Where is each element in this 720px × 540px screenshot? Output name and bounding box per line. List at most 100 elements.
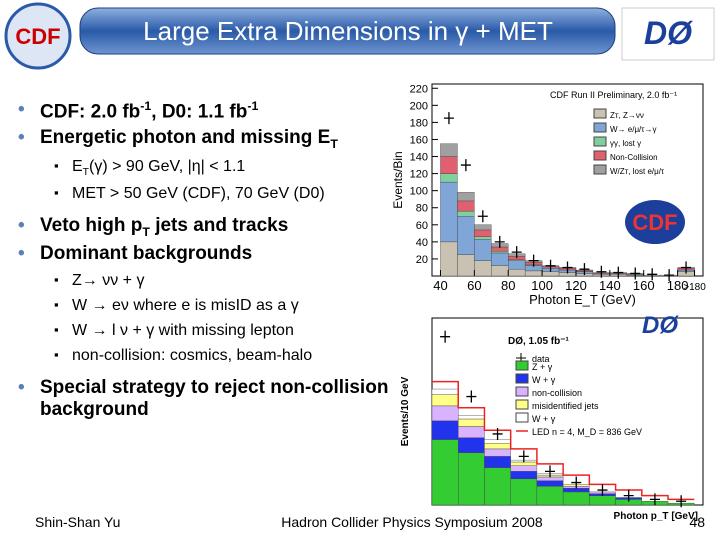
hist-bar [458,452,485,506]
data-point [440,330,451,343]
page-number: 48 [689,514,705,530]
legend-swatch [515,360,529,371]
data-point [681,261,692,274]
hist-bar [491,251,509,254]
bullet-list: CDF: 2.0 fb-1, D0: 1.1 fb-1Energetic pho… [10,95,390,425]
x-tick-label: 100 [531,278,553,293]
data-point [443,112,454,125]
bullet-text: MET > 50 GeV (CDF), 70 GeV (D0) [72,185,325,203]
hist-bar [562,487,590,493]
data-point [562,261,573,274]
logo-left-text: CDF [15,24,60,49]
bullet-text: -1 [247,99,259,113]
hist-bar [458,415,485,420]
bullet-text: E [72,158,83,176]
hist-bar [431,405,459,422]
y-tick-label: 140 [410,152,428,164]
data-point [466,390,477,403]
bullet-text: W → eν where e is misID as a γ [72,297,299,315]
legend-label: W/Zᴛ, lost e/μ/τ [610,167,665,176]
data-point [571,476,582,489]
bullet: MET > 50 GeV (CDF), 70 GeV (D0) [54,185,390,203]
hist-bar [440,143,458,157]
cdf-plot-logo-text: CDF [632,210,677,235]
bullet: non-collision: cosmics, beam-halo [54,347,390,365]
bullet-text: Dominant backgrounds [40,243,253,265]
hist-bar [474,239,492,261]
hist-bar [510,465,538,472]
hist-bar [484,439,511,444]
hist-bar [458,418,485,427]
legend-label: LED n = 4, M_D = 836 GeV [532,427,642,437]
hist-bar [536,486,564,506]
hist-bar [536,476,564,481]
data-point [518,450,529,463]
bullet-text: Z→ νν + γ [72,272,145,290]
legend-swatch [593,164,607,175]
hist-bar [536,480,564,487]
y-tick-label: 100 [410,186,428,198]
bullet: Special strategy to reject non-collision… [18,377,390,421]
bullet-text: T [330,137,338,152]
y-tick-label: 40 [416,237,428,249]
hist-bar [484,443,511,450]
logo-left [4,2,72,70]
bullet: Z→ νν + γ [54,272,390,290]
y-tick-label: 220 [410,83,428,95]
legend-label: Zᴛ, Z→νν [610,111,644,120]
logo-right [621,7,715,61]
hist-bar [431,420,459,440]
legend-swatch [515,373,529,384]
hist-bar [431,388,459,395]
legend-label: Non-Collision [610,153,658,162]
y-tick-label: 180 [410,117,428,129]
legend-swatch [515,399,529,410]
hist-bar [440,156,458,174]
hist-bar [484,456,511,468]
hist-bar [508,260,526,270]
bullet-text: non-collision: cosmics, beam-halo [72,347,313,365]
legend-swatch [593,108,607,119]
cdf-plot-logo [625,200,685,244]
hist-bar [457,216,475,255]
data-point [630,267,641,280]
hist-bar [440,173,458,183]
hist-bar [524,270,543,277]
data-point [579,263,590,276]
x-tick-label: 40 [433,278,447,293]
legend-swatch [515,412,529,423]
bullet: Energetic photon and missing ET [18,127,390,152]
hist-bar [484,448,511,457]
x-axis-label: Photon p_T [GeV] [614,511,698,522]
logo-right-text: DØ [644,15,693,51]
hist-bar [484,467,511,506]
y-tick-label: 20 [416,254,428,266]
hist-bar [457,254,475,277]
data-point [664,269,675,282]
data-point [596,265,607,278]
hist-bar [510,471,538,480]
x-tick-label: >180 [683,282,706,293]
data-point [545,259,556,272]
bullet-text: (γ) > 90 GeV, |η| < 1.1 [89,158,246,176]
slide-title: Large Extra Dimensions in γ + MET [143,16,553,46]
x-tick-label: 120 [565,278,587,293]
legend-label: Z + γ [532,362,553,372]
bullet: Veto high pT jets and tracks [18,215,390,239]
hist-bar [491,252,509,266]
legend-swatch [593,122,607,133]
legend-swatch [593,150,607,161]
hist-bar [431,394,459,407]
data-point [613,266,624,279]
bullet-text: CDF: 2.0 fb [40,101,141,123]
bullet: Dominant backgrounds [18,243,390,265]
legend-label: misidentified jets [532,401,599,411]
data-point [460,159,471,172]
y-axis-label: Events/Bin [391,151,405,208]
hist-bar [491,265,509,277]
x-tick-label: 80 [501,278,515,293]
legend-title: DØ, 1.05 fb⁻¹ [508,336,570,347]
bullet-text: T [82,167,90,179]
legend-label: data [532,354,550,364]
